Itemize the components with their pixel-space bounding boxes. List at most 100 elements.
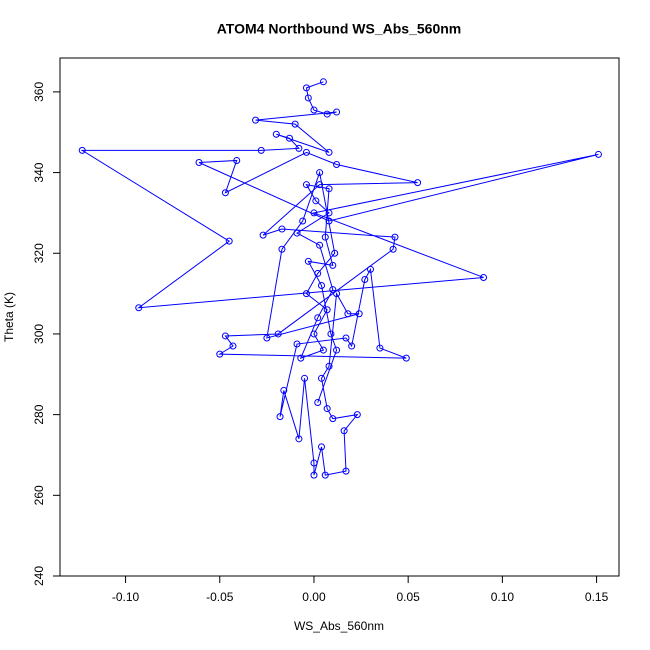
data-point bbox=[252, 116, 260, 124]
data-point bbox=[321, 471, 329, 479]
data-point bbox=[302, 148, 310, 156]
data-point bbox=[310, 209, 318, 217]
x-tick-label: 0.15 bbox=[585, 590, 609, 604]
data-point bbox=[233, 156, 241, 164]
x-tick-label: 0.00 bbox=[302, 590, 326, 604]
data-point bbox=[257, 146, 265, 154]
data-point bbox=[342, 467, 350, 475]
chart-title: ATOM4 Northbound WS_Abs_560nm bbox=[217, 21, 462, 37]
data-line bbox=[80, 81, 599, 476]
data-point bbox=[259, 231, 267, 239]
data-point bbox=[391, 233, 399, 241]
data-point bbox=[333, 290, 341, 298]
data-point bbox=[325, 148, 333, 156]
data-point bbox=[325, 209, 333, 217]
y-tick-label: 360 bbox=[32, 82, 46, 102]
data-point bbox=[302, 84, 310, 92]
data-point bbox=[314, 269, 322, 277]
data-point bbox=[376, 344, 384, 352]
data-point bbox=[304, 257, 312, 265]
data-point bbox=[355, 310, 363, 318]
data-point bbox=[278, 225, 286, 233]
data-point bbox=[310, 106, 318, 114]
data-point bbox=[321, 233, 329, 241]
data-point bbox=[340, 427, 348, 435]
data-point bbox=[263, 334, 271, 342]
data-point bbox=[280, 386, 288, 394]
data-point bbox=[304, 94, 312, 102]
data-point bbox=[314, 399, 322, 407]
x-tick-label: 0.10 bbox=[491, 590, 515, 604]
x-tick-label: -0.05 bbox=[206, 590, 234, 604]
y-tick-label: 320 bbox=[32, 243, 46, 263]
data-point bbox=[316, 169, 324, 177]
x-axis-label: WS_Abs_560nm bbox=[294, 619, 384, 633]
data-point bbox=[333, 161, 341, 169]
data-point bbox=[348, 342, 356, 350]
data-point bbox=[276, 413, 284, 421]
data-point bbox=[361, 275, 369, 283]
data-point bbox=[318, 282, 326, 290]
data-point bbox=[323, 110, 331, 118]
data-point bbox=[274, 330, 282, 338]
y-axis-label: Theta (K) bbox=[2, 292, 16, 342]
data-point bbox=[318, 374, 326, 382]
data-point bbox=[302, 181, 310, 189]
data-point bbox=[310, 459, 318, 467]
data-point bbox=[272, 130, 280, 138]
data-point bbox=[319, 78, 327, 86]
data-point bbox=[297, 354, 305, 362]
data-point bbox=[299, 217, 307, 225]
data-point bbox=[291, 120, 299, 128]
data-point bbox=[216, 350, 224, 358]
data-point bbox=[594, 150, 602, 158]
data-point bbox=[314, 314, 322, 322]
data-point bbox=[329, 415, 337, 423]
data-point bbox=[329, 261, 337, 269]
data-point bbox=[221, 189, 229, 197]
data-point bbox=[229, 342, 237, 350]
data-point bbox=[195, 158, 203, 166]
data-point bbox=[316, 241, 324, 249]
data-point bbox=[366, 265, 374, 273]
data-point bbox=[480, 273, 488, 281]
data-point bbox=[316, 181, 324, 189]
data-point bbox=[323, 405, 331, 413]
x-tick-label: -0.10 bbox=[112, 590, 140, 604]
data-point bbox=[293, 340, 301, 348]
data-point bbox=[319, 346, 327, 354]
y-tick-label: 340 bbox=[32, 162, 46, 182]
plot-frame bbox=[59, 57, 620, 577]
data-point bbox=[135, 304, 143, 312]
data-point bbox=[325, 217, 333, 225]
y-tick-label: 260 bbox=[32, 485, 46, 505]
data-point bbox=[331, 249, 339, 257]
data-point bbox=[293, 229, 301, 237]
data-point bbox=[402, 354, 410, 362]
data-point bbox=[414, 179, 422, 187]
data-point bbox=[333, 108, 341, 116]
data-point bbox=[310, 330, 318, 338]
data-point bbox=[78, 146, 86, 154]
data-point bbox=[312, 197, 320, 205]
data-point bbox=[301, 374, 309, 382]
data-point bbox=[342, 334, 350, 342]
data-point bbox=[295, 435, 303, 443]
data-point bbox=[302, 290, 310, 298]
data-point bbox=[221, 332, 229, 340]
data-point bbox=[310, 471, 318, 479]
y-tick-label: 280 bbox=[32, 404, 46, 424]
data-point bbox=[353, 411, 361, 419]
data-point bbox=[325, 362, 333, 370]
data-point bbox=[327, 330, 335, 338]
data-point bbox=[278, 245, 286, 253]
data-point bbox=[318, 443, 326, 451]
data-point bbox=[295, 144, 303, 152]
data-point bbox=[285, 134, 293, 142]
data-point bbox=[333, 346, 341, 354]
data-point bbox=[389, 245, 397, 253]
data-point bbox=[323, 306, 331, 314]
y-tick-label: 240 bbox=[32, 566, 46, 586]
x-tick-label: 0.05 bbox=[396, 590, 420, 604]
